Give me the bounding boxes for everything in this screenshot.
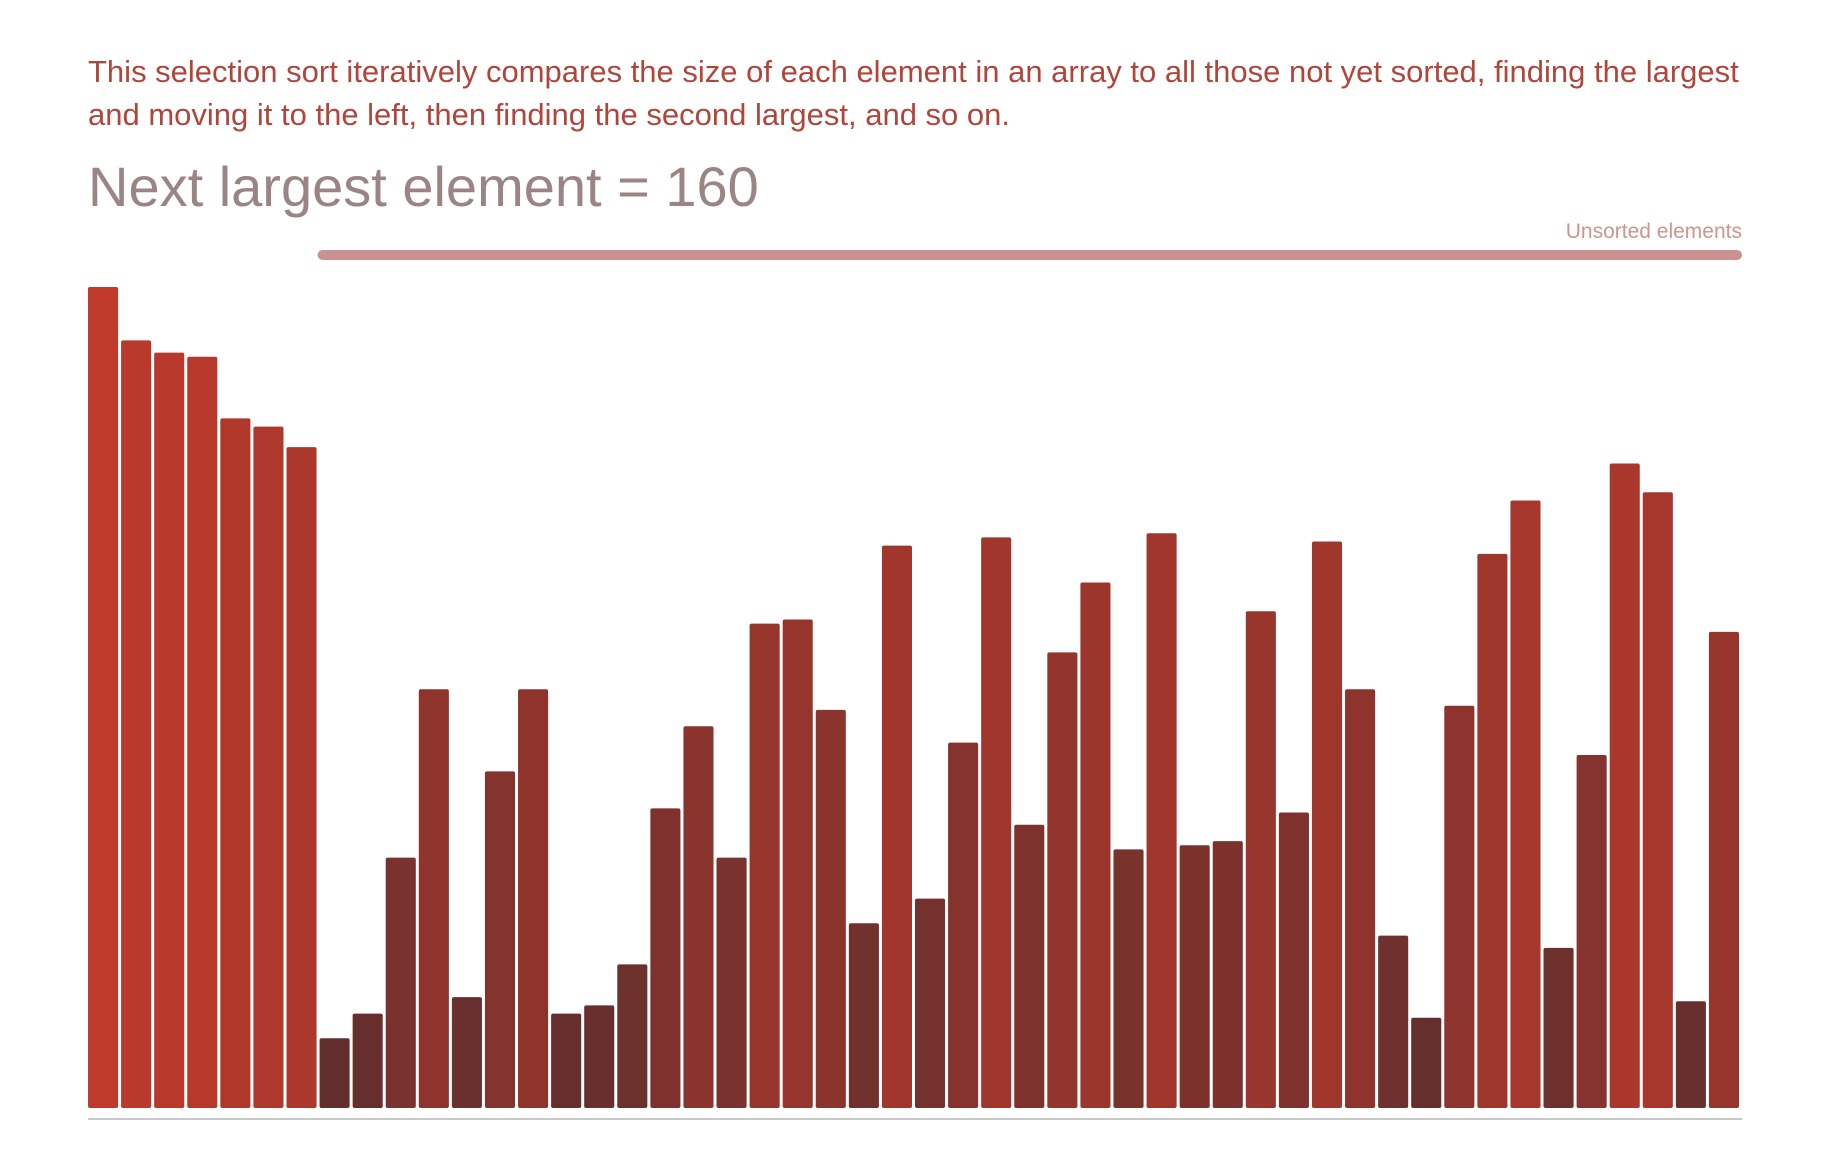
unsorted-bar — [1576, 754, 1607, 1108]
unsorted-bar — [1378, 935, 1409, 1108]
unsorted-bar — [948, 742, 979, 1108]
unsorted-bar — [1113, 849, 1144, 1108]
unsorted-bar — [1543, 947, 1574, 1108]
unsorted-bar — [1047, 652, 1078, 1109]
unsorted-bar — [484, 771, 516, 1108]
unsorted-bar — [716, 857, 747, 1109]
description-text: This selection sort iteratively compares… — [88, 54, 1739, 132]
unsorted-bar — [650, 808, 681, 1109]
sorted-bar — [121, 340, 152, 1108]
unsorted-bar — [1345, 689, 1376, 1108]
sorted-bar — [154, 352, 185, 1108]
sorted-bar — [187, 356, 218, 1108]
unsorted-bar — [1609, 463, 1640, 1108]
unsorted-bar — [1477, 553, 1508, 1108]
unsorted-bar — [385, 857, 416, 1109]
unsorted-bar — [749, 623, 780, 1108]
unsorted-bar — [881, 545, 912, 1108]
unsorted-bar — [1708, 631, 1739, 1108]
unsorted-bar — [352, 1013, 383, 1109]
unsorted-bar — [1642, 492, 1673, 1108]
sorted-bar — [253, 426, 284, 1108]
unsorted-elements-label: Unsorted elements — [1565, 220, 1742, 243]
sorted-bar — [286, 447, 317, 1109]
unsorted-bar — [1411, 1017, 1442, 1108]
unsorted-bar — [1014, 824, 1045, 1108]
unsorted-bar — [617, 964, 648, 1108]
unsorted-bar — [1212, 841, 1243, 1108]
unsorted-bar — [1444, 705, 1475, 1108]
unsorted-bar — [1510, 500, 1541, 1109]
unsorted-bar — [1278, 812, 1309, 1108]
unsorted-bar — [848, 923, 879, 1108]
sorted-bar — [88, 287, 119, 1108]
unsorted-bar — [1179, 845, 1210, 1108]
unsorted-bar — [1245, 611, 1276, 1108]
unsorted-bar — [584, 1005, 615, 1109]
unsorted-bar — [782, 619, 813, 1108]
unsorted-bar — [981, 537, 1012, 1108]
unsorted-bar — [815, 709, 846, 1109]
unsorted-bar — [518, 689, 549, 1108]
unsorted-bar — [1080, 582, 1111, 1108]
next-largest-element-heading: Next largest element = 160 — [88, 155, 759, 218]
unsorted-bar — [683, 726, 714, 1108]
unsorted-bar — [1311, 541, 1343, 1108]
sorted-bar — [220, 418, 251, 1108]
unsorted-bar — [1146, 533, 1177, 1108]
unsorted-bar — [451, 997, 482, 1108]
unsorted-bar — [915, 898, 946, 1108]
unsorted-bar — [1675, 1001, 1706, 1108]
unsorted-bar — [551, 1013, 582, 1109]
unsorted-bar — [319, 1038, 350, 1108]
bars-group — [88, 287, 1739, 1109]
unsorted-bar — [418, 689, 449, 1108]
